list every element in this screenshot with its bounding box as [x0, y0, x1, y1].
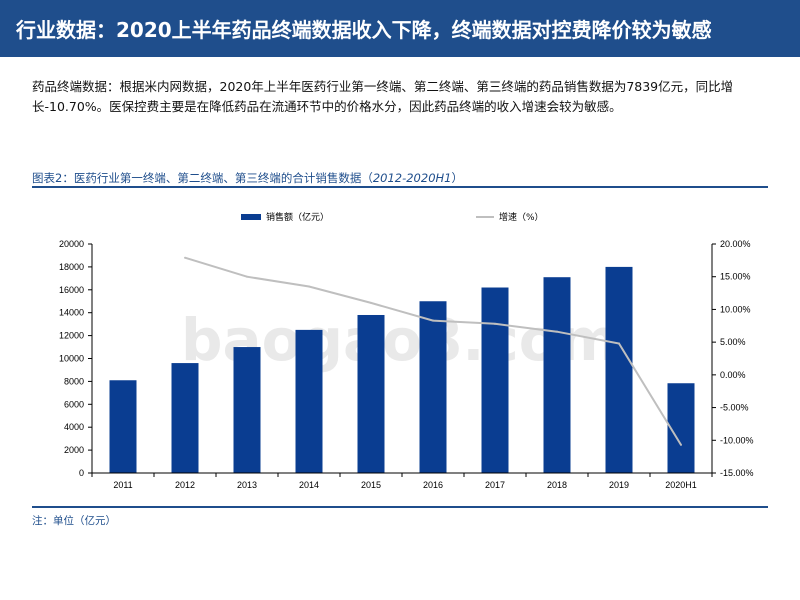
- x-tick-label-2018: 2018: [547, 480, 567, 490]
- legend-bar-swatch: [241, 214, 261, 220]
- bar-2012: [171, 363, 199, 473]
- bar-2014: [295, 329, 323, 473]
- bar-2019: [605, 266, 633, 473]
- growth-point-2014: [308, 285, 310, 288]
- growth-point-2018: [556, 330, 558, 333]
- y-left-tick-label: 10000: [59, 354, 84, 364]
- bar-2016: [419, 301, 447, 473]
- axes-layer: 0 2000 4000 6000 8000 10000 12000 14000 16000 180…: [59, 239, 754, 490]
- growth-point-2013: [246, 275, 248, 278]
- y-right-tick-label: 10.00%: [720, 304, 751, 314]
- x-tick-label-2012: 2012: [175, 480, 195, 490]
- growth-point-2020H1: [680, 443, 682, 446]
- y-left-tick-label: 8000: [64, 376, 84, 386]
- y-right-tick-label: 20.00%: [720, 239, 751, 249]
- y-left-tick-label: 18000: [59, 262, 84, 272]
- growth-point-2017: [494, 322, 496, 325]
- y-right-tick-label: 15.00%: [720, 272, 751, 282]
- y-right-tick-label: -10.00%: [720, 435, 754, 445]
- x-tick-label-2015: 2015: [361, 480, 381, 490]
- y-left-tick-label: 2000: [64, 445, 84, 455]
- bar-2015: [357, 314, 385, 473]
- figure-title-prefix: 图表2：医药行业第一终端、第二终端、第三终端的合计销售数据（: [32, 171, 373, 185]
- y-left-tick-label: 6000: [64, 399, 84, 409]
- legend-line-label: 增速（%）: [499, 211, 544, 223]
- y-right-tick-label: 5.00%: [720, 337, 746, 347]
- bars-layer: [109, 266, 695, 473]
- x-tick-label-2016: 2016: [423, 480, 443, 490]
- x-tick-label-2020H1: 2020H1: [665, 480, 697, 490]
- bar-2013: [233, 347, 261, 473]
- page-title: 行业数据：2020上半年药品终端数据收入下降，终端数据对控费降价较为敏感: [16, 18, 712, 42]
- y-left-tick-label: 20000: [59, 239, 84, 249]
- y-right-tick-label: -5.00%: [720, 403, 749, 413]
- description-text: 药品终端数据：根据米内网数据，2020年上半年医药行业第一终端、第二终端、第三终…: [32, 79, 734, 114]
- y-left-tick-label: 0: [79, 468, 84, 478]
- bar-2017: [481, 287, 509, 473]
- header-bar: 行业数据：2020上半年药品终端数据收入下降，终端数据对控费降价较为敏感: [0, 0, 800, 57]
- line-layer: [184, 256, 682, 446]
- bar-2018: [543, 277, 571, 473]
- growth-point-2015: [370, 301, 372, 304]
- bar-2011: [109, 380, 137, 473]
- figure-title-suffix: ）: [451, 171, 463, 185]
- growth-point-2012: [184, 256, 186, 259]
- figure-note: 注：单位（亿元）: [32, 515, 116, 527]
- growth-point-2019: [618, 342, 620, 345]
- y-right-tick-label: 0.00%: [720, 370, 746, 380]
- figure-title: 图表2：医药行业第一终端、第二终端、第三终端的合计销售数据（2012-2020H…: [32, 170, 463, 186]
- growth-point-2016: [432, 319, 434, 322]
- y-right-tick-label: -15.00%: [720, 468, 754, 478]
- y-left-tick-label: 14000: [59, 308, 84, 318]
- y-left-tick-label: 12000: [59, 331, 84, 341]
- figure-top-rule: [32, 186, 768, 188]
- bar-2020H1: [667, 383, 695, 473]
- x-tick-label-2013: 2013: [237, 480, 257, 490]
- figure-bottom-rule: [32, 506, 768, 508]
- x-tick-label-2017: 2017: [485, 480, 505, 490]
- y-left-tick-label: 16000: [59, 285, 84, 295]
- x-tick-label-2019: 2019: [609, 480, 629, 490]
- legend: 销售额（亿元） 增速（%）: [241, 211, 544, 223]
- x-tick-label-2011: 2011: [113, 480, 132, 490]
- x-tick-label-2014: 2014: [299, 480, 319, 490]
- y-left-tick-label: 4000: [64, 422, 84, 432]
- legend-bar-label: 销售额（亿元）: [266, 211, 329, 223]
- figure-title-period: 2012-2020H1: [372, 171, 452, 185]
